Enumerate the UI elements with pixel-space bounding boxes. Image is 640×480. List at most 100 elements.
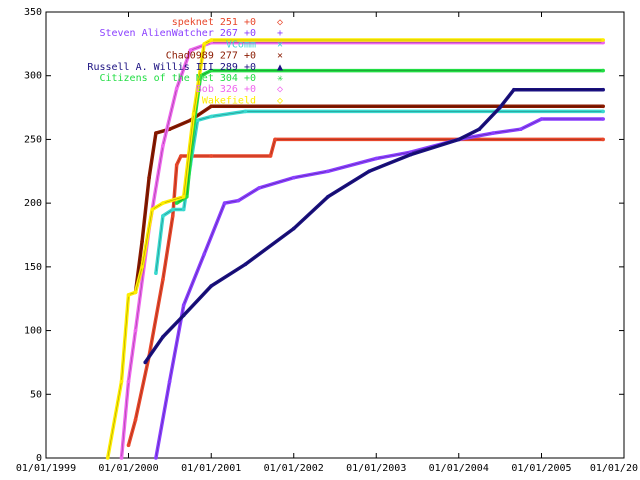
y-tick-label: 300 bbox=[24, 71, 42, 82]
data-point bbox=[498, 105, 502, 110]
series-6 bbox=[119, 40, 605, 460]
data-point bbox=[601, 117, 605, 121]
data-point bbox=[150, 207, 154, 212]
data-point bbox=[209, 38, 213, 42]
data-point bbox=[202, 42, 206, 46]
data-point bbox=[209, 114, 213, 119]
data-point bbox=[195, 118, 200, 123]
data-point bbox=[273, 137, 277, 142]
y-tick-label: 150 bbox=[24, 262, 42, 273]
data-point bbox=[154, 271, 158, 276]
data-point bbox=[601, 104, 605, 109]
data-point bbox=[161, 144, 165, 148]
y-tick-label: 350 bbox=[24, 7, 42, 18]
y-tick-label: 50 bbox=[30, 389, 42, 400]
series-line-core bbox=[155, 118, 604, 459]
legend-entry-glyph: ◇ bbox=[277, 17, 283, 28]
x-tick-label: 01/01/2004 bbox=[429, 463, 489, 474]
data-point bbox=[477, 127, 482, 131]
series-line bbox=[154, 109, 604, 274]
legend-entry-label: Bob 326 +0 bbox=[196, 84, 256, 95]
series-0 bbox=[126, 137, 605, 448]
series-lines bbox=[105, 38, 605, 460]
data-point bbox=[154, 456, 158, 460]
data-point bbox=[179, 154, 183, 158]
data-point bbox=[185, 195, 189, 199]
y-axis-labels: 0 50 100 150 200 250 300 350 bbox=[24, 7, 42, 464]
y-tick-label: 0 bbox=[36, 453, 42, 464]
legend-entry-glyph: ◇ bbox=[277, 95, 283, 106]
data-point bbox=[161, 214, 165, 218]
data-point bbox=[161, 277, 165, 282]
data-point bbox=[119, 379, 124, 384]
data-point bbox=[167, 379, 172, 384]
data-point bbox=[105, 456, 110, 460]
x-axis-labels: 01/01/1999 01/01/2000 01/01/2001 01/01/2002… bbox=[16, 463, 638, 474]
data-point bbox=[601, 109, 605, 114]
data-point bbox=[133, 418, 138, 422]
data-point bbox=[243, 109, 248, 114]
data-point bbox=[119, 456, 124, 460]
data-point bbox=[291, 175, 296, 180]
data-point bbox=[126, 379, 131, 384]
series-3 bbox=[133, 104, 605, 295]
data-point bbox=[491, 131, 495, 135]
legend-entry-label: Chad0989 277 +0 bbox=[166, 51, 256, 62]
y-tick-label: 250 bbox=[24, 134, 42, 145]
data-point bbox=[126, 443, 131, 448]
data-point bbox=[174, 201, 179, 205]
data-point bbox=[268, 154, 273, 158]
x-tick-label: 01/01/1999 bbox=[16, 463, 76, 474]
data-point bbox=[512, 87, 516, 92]
data-point bbox=[143, 360, 147, 365]
series-line bbox=[143, 87, 604, 364]
series-line bbox=[105, 38, 604, 459]
y-tick-label: 100 bbox=[24, 326, 42, 337]
data-point bbox=[154, 131, 158, 135]
data-point bbox=[601, 68, 605, 73]
series-1 bbox=[154, 117, 605, 460]
data-point bbox=[147, 175, 151, 180]
series-line-core bbox=[107, 39, 604, 459]
legend-entry-label: Citizens of the Net 304 +0 bbox=[99, 73, 256, 84]
legend-entry-glyph: + bbox=[277, 28, 283, 39]
series-line-core bbox=[144, 89, 604, 363]
data-point bbox=[601, 38, 605, 42]
data-point bbox=[209, 154, 213, 158]
data-point bbox=[133, 328, 138, 333]
data-point bbox=[171, 207, 175, 212]
legend-entry-label: Russell A. Willis III 289 +0 bbox=[87, 62, 256, 73]
series-4 bbox=[143, 87, 605, 365]
x-tick-label: 01/01/20 bbox=[590, 463, 638, 474]
data-point bbox=[140, 239, 144, 244]
data-point bbox=[367, 169, 372, 174]
data-point bbox=[408, 152, 413, 157]
series-line-core bbox=[135, 106, 604, 293]
x-tick-label: 01/01/2005 bbox=[511, 463, 571, 474]
x-tick-label: 01/01/2000 bbox=[98, 463, 158, 474]
series-7 bbox=[105, 38, 605, 460]
data-point bbox=[171, 214, 175, 218]
plot-frame bbox=[45, 11, 625, 459]
data-point bbox=[257, 186, 262, 190]
legend-entry-glyph: ✳ bbox=[277, 73, 283, 84]
data-point bbox=[174, 86, 179, 91]
series-line bbox=[154, 117, 604, 459]
legend-entry-glyph: × bbox=[277, 39, 283, 50]
data-point bbox=[374, 156, 379, 161]
data-point bbox=[209, 284, 213, 288]
data-point bbox=[133, 290, 138, 295]
series-line bbox=[133, 104, 604, 293]
legend-entry-glyph: ▲ bbox=[277, 62, 283, 73]
data-point bbox=[236, 198, 241, 203]
x-tick-label: 01/01/2001 bbox=[181, 463, 241, 474]
data-point bbox=[126, 293, 131, 297]
data-point bbox=[188, 48, 193, 52]
data-point bbox=[209, 68, 213, 73]
data-point bbox=[174, 163, 179, 167]
legend-entry-glyph: × bbox=[277, 51, 283, 62]
data-point bbox=[601, 87, 605, 92]
data-point bbox=[181, 195, 186, 199]
legend: speknet 251 +0 ◇ Steven AlienWatcher 267 +… bbox=[87, 17, 283, 106]
data-point bbox=[161, 201, 165, 205]
